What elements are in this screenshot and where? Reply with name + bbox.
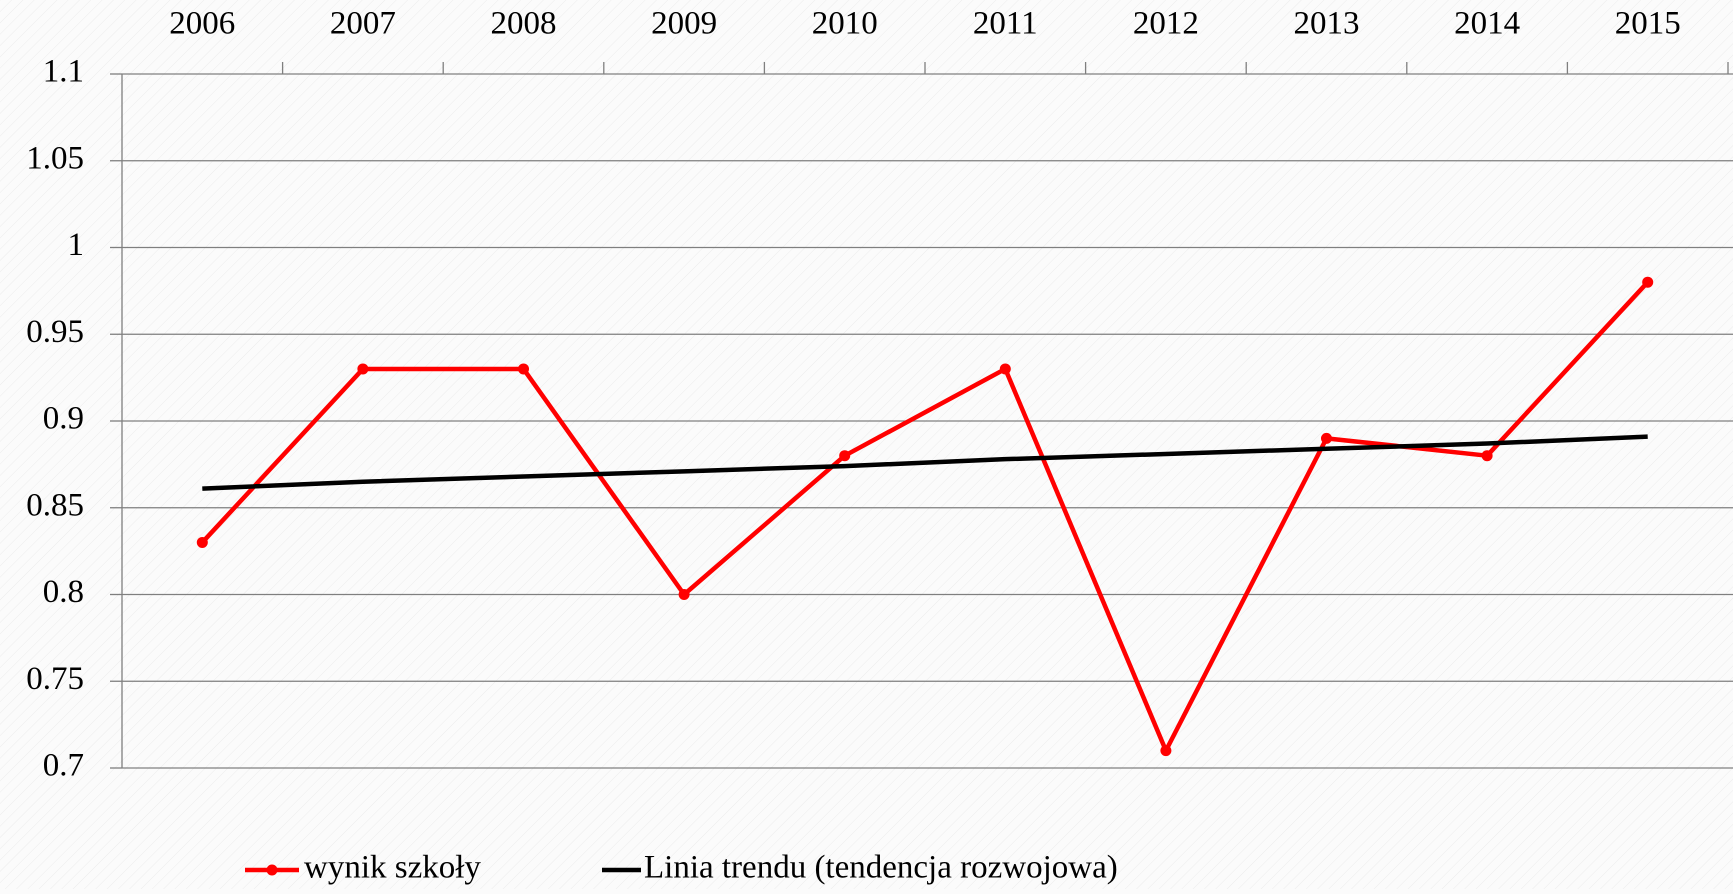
x-tick-label: 2007 xyxy=(330,6,396,42)
x-tick-label: 2011 xyxy=(973,6,1038,42)
legend-marker xyxy=(266,864,278,876)
x-tick-label: 2015 xyxy=(1615,6,1681,42)
x-tick-label: 2013 xyxy=(1294,6,1360,42)
series-line xyxy=(202,434,1648,491)
data-point xyxy=(518,363,529,375)
data-point xyxy=(1642,276,1654,288)
x-tick-label: 2010 xyxy=(812,6,878,42)
y-tick-label: 1.05 xyxy=(26,140,84,176)
y-tick-label: 0.8 xyxy=(43,574,84,610)
y-tick-label: 0.85 xyxy=(26,487,84,523)
y-tick-label: 1 xyxy=(68,227,85,263)
legend-label: wynik szkoły xyxy=(304,850,481,886)
x-tick-label: 2008 xyxy=(491,6,557,42)
y-tick-label: 0.9 xyxy=(43,401,84,437)
data-point xyxy=(1160,745,1172,757)
data-point xyxy=(678,589,690,600)
x-tick-label: 2009 xyxy=(651,6,717,42)
y-tick-label: 0.7 xyxy=(43,748,84,784)
data-point xyxy=(196,536,208,548)
data-point xyxy=(357,363,369,375)
x-tick-label: 2012 xyxy=(1133,6,1199,42)
data-point xyxy=(1321,432,1332,444)
x-tick-label: 2014 xyxy=(1454,6,1520,42)
legend-label: Linia trendu (tendencja rozwojowa) xyxy=(644,850,1118,886)
data-point xyxy=(999,363,1011,375)
data-point xyxy=(1481,450,1493,462)
y-tick-label: 1.1 xyxy=(43,54,84,90)
x-tick-label: 2006 xyxy=(169,6,235,42)
y-tick-label: 0.95 xyxy=(26,314,84,350)
data-point xyxy=(839,450,851,462)
y-tick-label: 0.75 xyxy=(26,661,84,697)
